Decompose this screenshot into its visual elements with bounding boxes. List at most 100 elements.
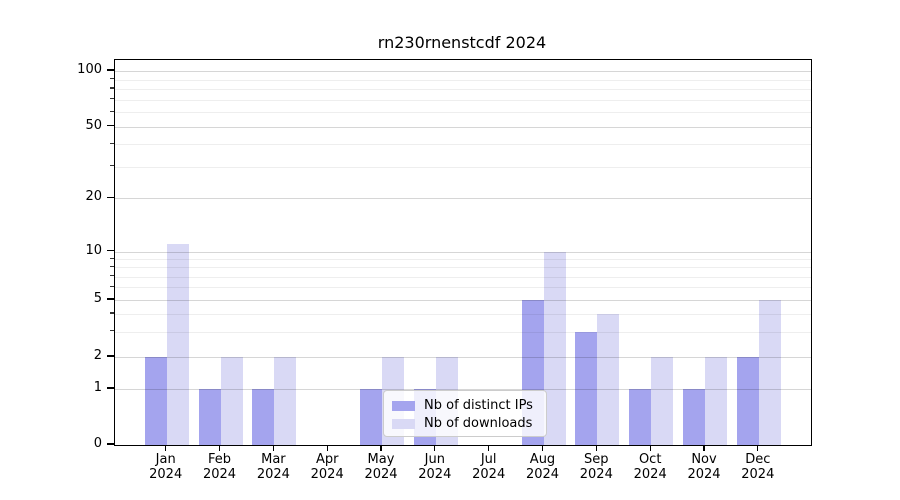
chart-title: rn230rnenstcdf 2024 (377, 33, 547, 52)
y-minor-tick-mark-30 (110, 165, 114, 167)
x-tick-label-jul: Jul 2024 (455, 452, 523, 482)
bar-downloads-dec (758, 300, 781, 445)
bar-distinct-ips-sep (575, 331, 598, 445)
y-minor-tick-mark-7 (110, 275, 114, 277)
x-tick-label-jan: Jan 2024 (132, 452, 200, 482)
x-tick-year-oct: 2024 (633, 467, 667, 482)
bar-distinct-ips-feb (198, 389, 221, 445)
x-tick-mark-apr (326, 445, 328, 451)
y-tick-label-1: 1 (93, 380, 102, 395)
x-tick-label-aug: Aug 2024 (509, 452, 577, 482)
x-tick-mark-dec (757, 445, 759, 451)
bar-distinct-ips-may (360, 389, 383, 445)
legend: Nb of distinct IPs Nb of downloads (383, 390, 547, 437)
x-tick-month-nov: Nov (691, 452, 717, 467)
x-tick-label-mar: Mar 2024 (239, 452, 307, 482)
x-tick-year-mar: 2024 (256, 467, 290, 482)
x-tick-mark-nov (703, 445, 705, 451)
major-gridline-2 (115, 357, 811, 358)
x-tick-year-apr: 2024 (310, 467, 344, 482)
major-gridline-1 (115, 389, 811, 390)
x-tick-mark-feb (218, 445, 221, 451)
x-tick-month-dec: Dec (745, 452, 771, 467)
bar-distinct-ips-jan (144, 357, 167, 445)
y-tick-mark-100 (107, 69, 114, 71)
x-tick-mark-jan (165, 445, 167, 451)
x-tick-mark-mar (272, 445, 274, 451)
bar-downloads-aug (543, 251, 566, 445)
legend-swatch-downloads (392, 418, 415, 429)
bar-downloads-sep (597, 313, 620, 445)
y-minor-tick-mark-90 (110, 78, 114, 80)
bar-distinct-ips-nov (683, 389, 705, 445)
bar-distinct-ips-dec (736, 357, 759, 445)
x-tick-year-feb: 2024 (202, 467, 237, 482)
y-tick-mark-5 (107, 298, 114, 300)
y-minor-tick-mark-9 (110, 257, 114, 259)
y-minor-tick-mark-6 (110, 285, 114, 287)
y-tick-mark-2 (107, 355, 114, 357)
x-tick-label-nov: Nov 2024 (670, 452, 738, 482)
x-tick-year-jun: 2024 (418, 467, 452, 482)
minor-gridline-9 (115, 259, 811, 260)
x-tick-year-sep: 2024 (579, 467, 613, 482)
minor-gridline-4 (115, 313, 811, 315)
x-tick-label-oct: Oct 2024 (616, 452, 684, 482)
bar-downloads-oct (651, 357, 674, 445)
major-gridline-20 (115, 198, 811, 200)
x-tick-month-sep: Sep (584, 452, 609, 467)
x-tick-label-jun: Jun 2024 (401, 452, 469, 482)
major-gridline-10 (115, 251, 811, 253)
minor-gridline-70 (115, 99, 811, 101)
legend-swatch-distinct-ips (392, 400, 415, 411)
legend-label-downloads: Nb of downloads (424, 416, 533, 431)
x-tick-year-jul: 2024 (472, 467, 506, 482)
y-tick-mark-50 (107, 125, 114, 127)
x-tick-year-jan: 2024 (149, 467, 183, 482)
y-minor-tick-mark-40 (110, 142, 114, 144)
x-tick-label-apr: Apr 2024 (293, 452, 361, 482)
bar-distinct-ips-mar (252, 389, 275, 445)
x-tick-mark-jun (434, 445, 436, 451)
bar-downloads-jan (166, 244, 189, 445)
legend-entry-distinct-ips: Nb of distinct IPs (392, 397, 540, 414)
legend-label-distinct-ips: Nb of distinct IPs (424, 398, 533, 413)
x-tick-month-jan: Jan (155, 452, 176, 467)
y-tick-mark-20 (107, 196, 114, 198)
minor-gridline-30 (115, 166, 811, 168)
y-tick-label-5: 5 (93, 291, 102, 306)
bar-downloads-feb (220, 357, 243, 445)
minor-gridline-40 (115, 144, 811, 146)
bar-downloads-nov (705, 357, 727, 445)
x-tick-year-dec: 2024 (741, 467, 775, 482)
x-tick-year-nov: 2024 (687, 467, 721, 482)
minor-gridline-60 (115, 112, 811, 113)
x-tick-mark-may (380, 445, 382, 451)
y-minor-tick-mark-70 (110, 98, 114, 100)
minor-gridline-90 (115, 79, 811, 81)
x-tick-label-may: May 2024 (347, 452, 415, 482)
x-tick-month-apr: Apr (315, 452, 339, 467)
x-tick-year-may: 2024 (364, 467, 398, 482)
major-gridline-50 (115, 126, 811, 128)
x-tick-mark-aug (541, 445, 544, 451)
x-tick-mark-sep (595, 445, 597, 451)
minor-gridline-8 (115, 267, 811, 269)
x-tick-month-oct: Oct (638, 452, 662, 467)
y-tick-label-2: 2 (93, 348, 102, 363)
y-minor-tick-mark-3 (110, 330, 114, 332)
y-tick-label-100: 100 (77, 62, 102, 77)
y-minor-tick-mark-4 (110, 312, 114, 314)
y-tick-label-20: 20 (85, 189, 102, 205)
x-tick-month-mar: Mar (261, 452, 286, 467)
x-tick-month-jun: Jun (424, 452, 445, 467)
y-minor-tick-mark-8 (110, 265, 114, 267)
minor-gridline-7 (115, 276, 811, 278)
x-tick-mark-jul (488, 445, 490, 451)
minor-gridline-3 (115, 331, 811, 333)
y-minor-tick-mark-60 (110, 110, 114, 112)
x-tick-mark-oct (649, 445, 651, 451)
y-minor-tick-mark-80 (110, 87, 114, 89)
x-tick-month-may: May (367, 452, 395, 467)
